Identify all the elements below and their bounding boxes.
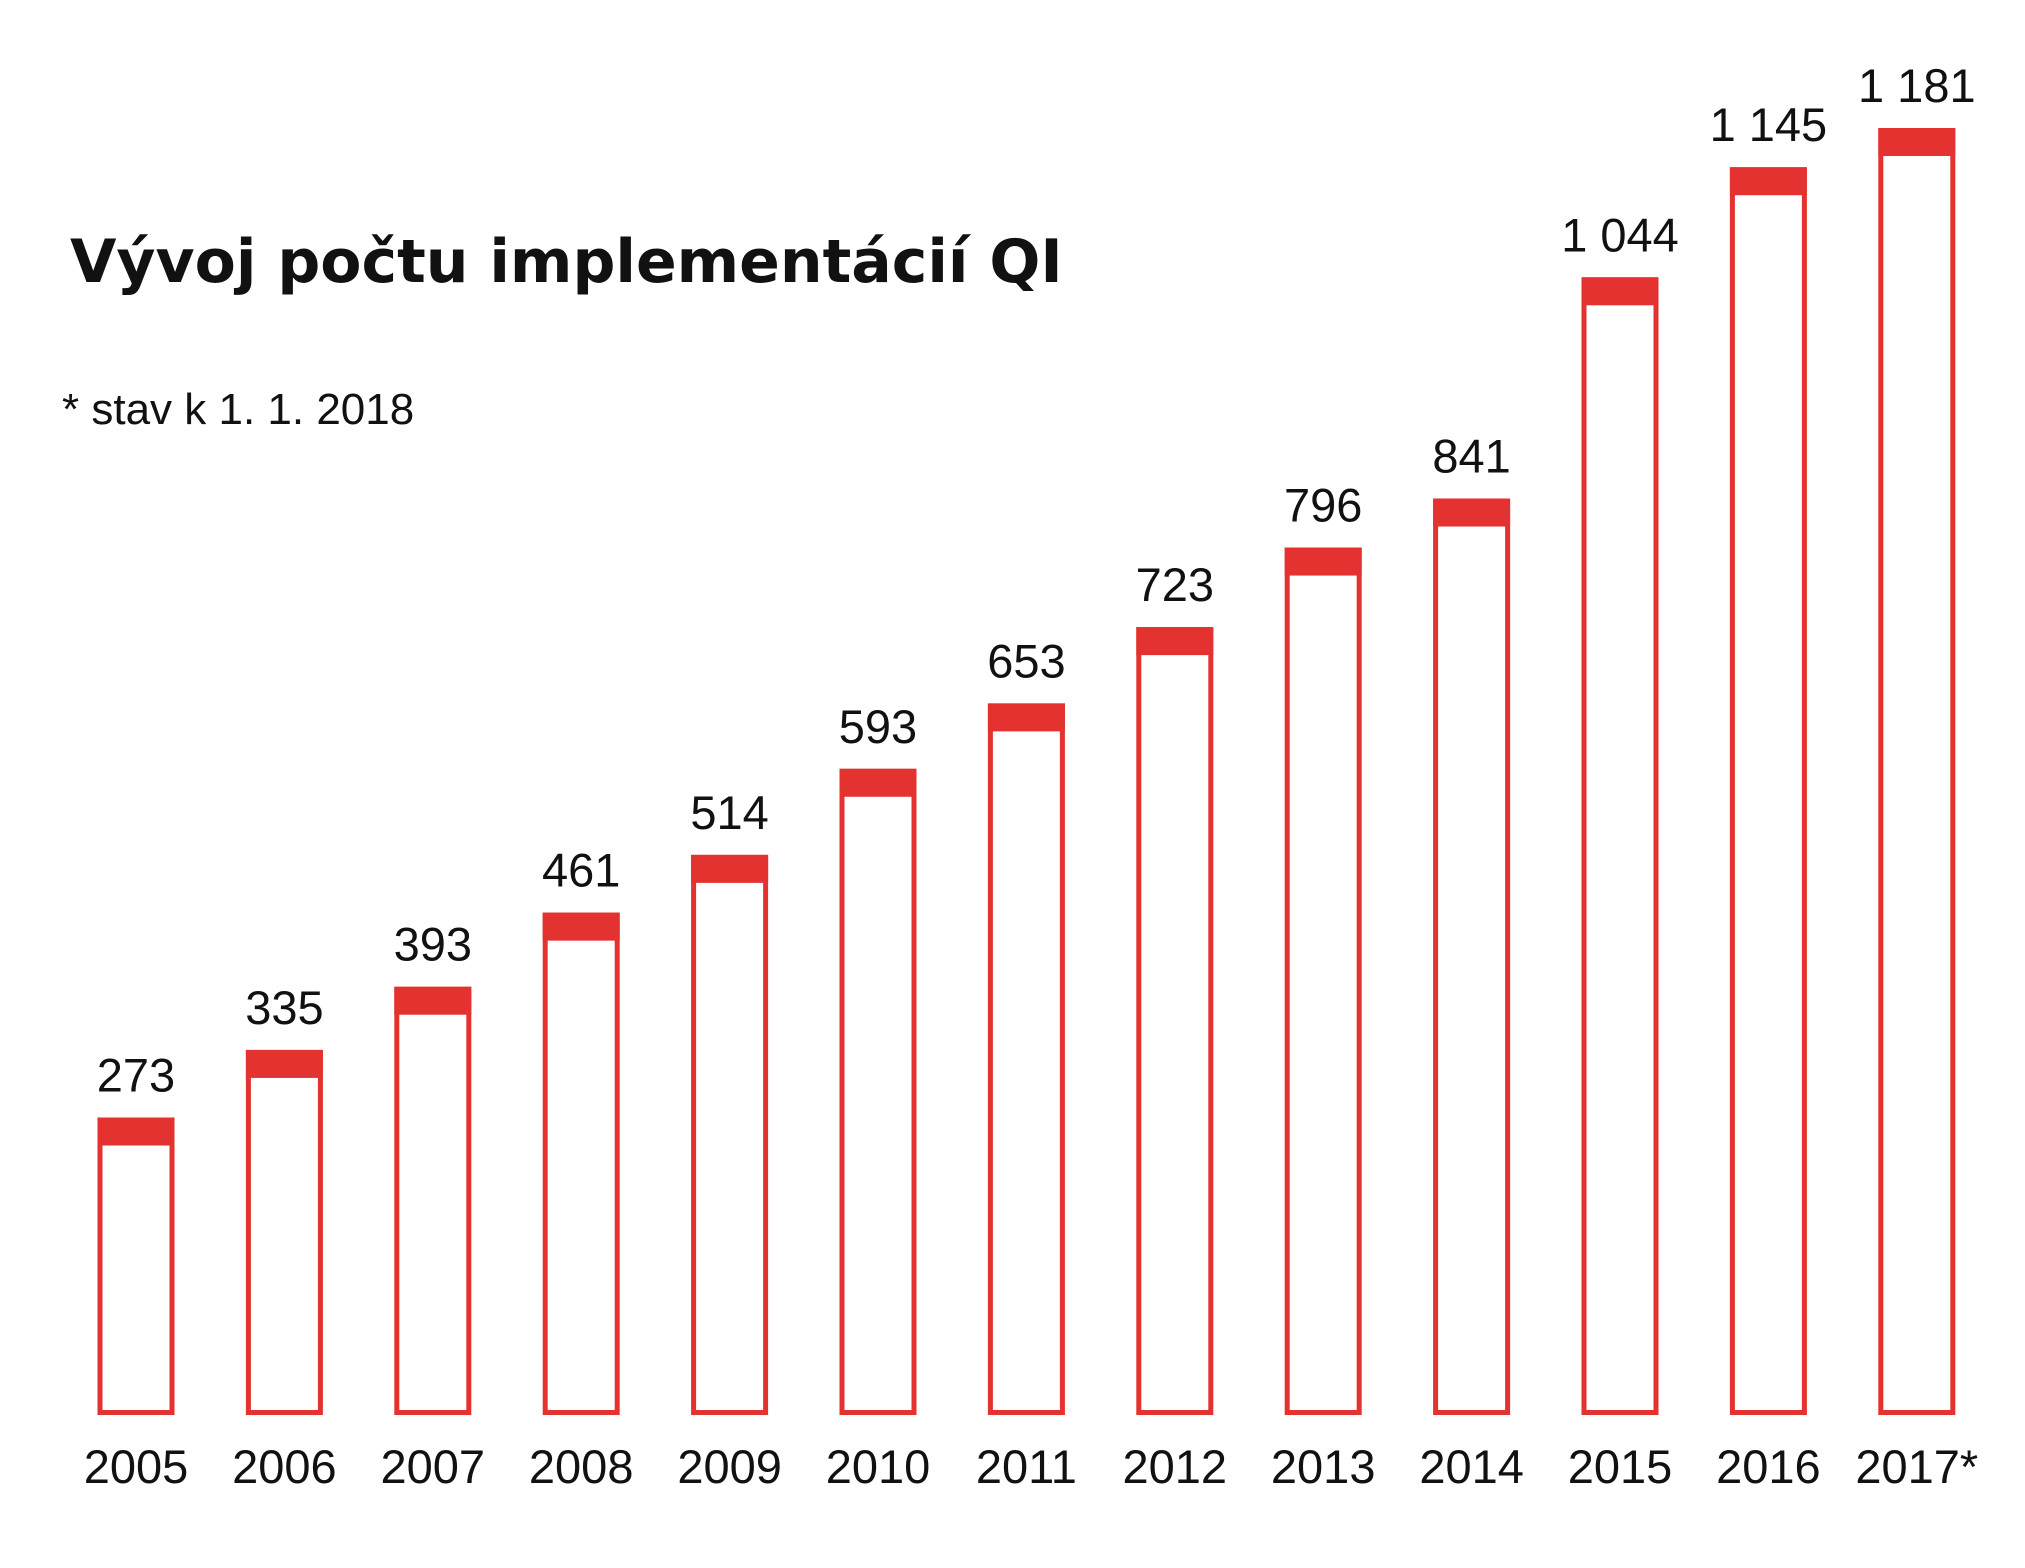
tick-label-2014: 2014 — [1419, 1440, 1524, 1493]
tick-label-2015: 2015 — [1568, 1440, 1673, 1493]
bar-2005 — [97, 1117, 175, 1416]
bar-cap-2007 — [394, 986, 472, 1015]
bar-2009 — [691, 854, 769, 1415]
bar-2008 — [542, 912, 620, 1416]
value-label-2015: 1 044 — [1561, 208, 1679, 261]
tick-label-2017*: 2017* — [1855, 1440, 1978, 1493]
chart-title: Vývoj počtu implementácií QI — [70, 227, 1063, 297]
bar-2015 — [1581, 277, 1659, 1415]
bar-2006 — [245, 1049, 323, 1415]
bar-cap-2005 — [97, 1117, 175, 1146]
value-label-2010: 593 — [839, 700, 917, 753]
tick-label-2011: 2011 — [976, 1440, 1077, 1493]
bar-cap-2017* — [1878, 128, 1956, 156]
bar-cap-2011 — [987, 703, 1065, 732]
value-label-2013: 796 — [1284, 479, 1362, 532]
tick-label-2010: 2010 — [826, 1440, 931, 1493]
tick-label-2013: 2013 — [1271, 1440, 1376, 1493]
tick-label-2016: 2016 — [1716, 1440, 1821, 1493]
bar-cap-2015 — [1581, 277, 1659, 306]
bar-2017* — [1878, 128, 1956, 1415]
bars-group: 273 2005 335 2006 393 2007 461 2008 514 2009 593 20… — [84, 59, 1979, 1493]
bar-2011 — [987, 703, 1065, 1415]
bar-cap-2006 — [245, 1049, 323, 1078]
bar-cap-2012 — [1136, 627, 1214, 656]
tick-label-2006: 2006 — [232, 1440, 337, 1493]
value-label-2012: 723 — [1136, 558, 1214, 611]
value-label-2014: 841 — [1432, 430, 1510, 483]
bar-cap-2009 — [691, 854, 769, 883]
tick-label-2012: 2012 — [1123, 1440, 1228, 1493]
value-label-2016: 1 145 — [1710, 98, 1828, 151]
bar-2010 — [839, 768, 917, 1415]
bar-cap-2010 — [839, 768, 917, 797]
tick-label-2008: 2008 — [529, 1440, 634, 1493]
tick-label-2005: 2005 — [84, 1440, 189, 1493]
bar-2013 — [1284, 547, 1362, 1415]
value-label-2008: 461 — [542, 844, 620, 897]
bar-cap-2014 — [1433, 498, 1511, 527]
value-label-2007: 393 — [394, 918, 472, 971]
value-label-2017*: 1 181 — [1858, 59, 1976, 112]
value-label-2006: 335 — [245, 981, 323, 1034]
bar-cap-2016 — [1729, 167, 1807, 196]
chart-note: * stav k 1. 1. 2018 — [62, 385, 414, 434]
bar-2012 — [1136, 627, 1214, 1415]
tick-label-2007: 2007 — [381, 1440, 486, 1493]
bar-2016 — [1729, 167, 1807, 1415]
tick-label-2009: 2009 — [677, 1440, 782, 1493]
value-label-2011: 653 — [987, 634, 1065, 687]
bar-2007 — [394, 986, 472, 1415]
value-label-2009: 514 — [690, 786, 768, 839]
bar-2014 — [1433, 498, 1511, 1415]
bar-cap-2013 — [1284, 547, 1362, 576]
bar-cap-2008 — [542, 912, 620, 941]
value-label-2005: 273 — [97, 1048, 175, 1101]
